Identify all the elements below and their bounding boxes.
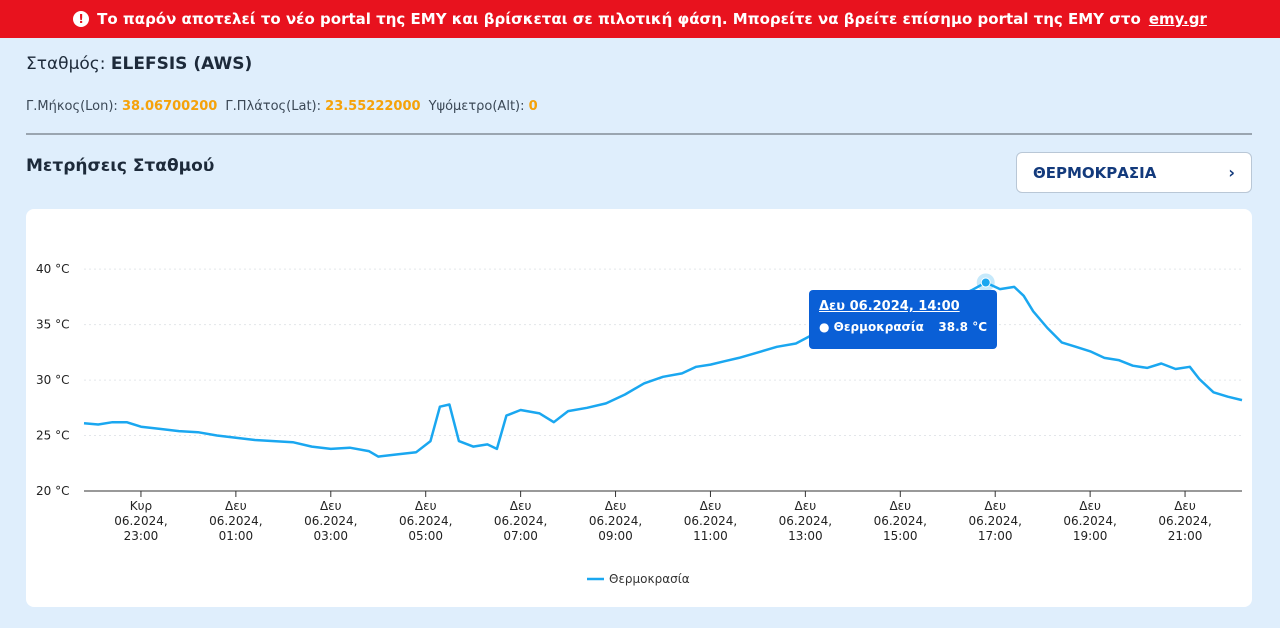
x-tick-label: 17:00 [978,529,1013,543]
lon-group: Γ.Μήκος(Lon): 38.06700200 [26,99,217,114]
x-tick-label: 06.2024, [1063,514,1116,528]
x-tick-label: Κυρ [130,499,152,513]
x-tick-label: Δευ [1079,499,1101,513]
metric-select-button[interactable]: ΘΕΡΜΟΚΡΑΣΙΑ › [1016,152,1252,193]
y-tick-label: 35 °C [36,318,69,332]
x-tick-label: 11:00 [693,529,728,543]
x-tick-label: 06.2024, [874,514,927,528]
x-tick-label: 06.2024, [968,514,1021,528]
lat-group: Γ.Πλάτος(Lat): 23.55222000 [225,99,420,114]
y-tick-label: 30 °C [36,373,69,387]
x-tick-label: Δευ [605,499,627,513]
lat-label: Γ.Πλάτος(Lat): [225,99,322,114]
divider [26,133,1252,135]
x-tick-label: 06.2024, [304,514,357,528]
y-tick-label: 20 °C [36,484,69,498]
lon-label: Γ.Μήκος(Lon): [26,99,118,114]
x-tick-label: 07:00 [503,529,538,543]
tooltip-row: ● Θερμοκρασία 38.8 °C [819,320,987,334]
station-line: Σταθμός: ELEFSIS (AWS) [26,54,252,74]
x-tick-label: 06.2024, [779,514,832,528]
legend-label: Θερμοκρασία [609,572,690,586]
x-tick-label: Δευ [795,499,817,513]
x-tick-label: 13:00 [788,529,823,543]
pilot-banner: ! Το παρόν αποτελεί το νέο portal της ΕΜ… [0,0,1280,38]
x-tick-label: 06.2024, [684,514,737,528]
banner-text: Το παρόν αποτελεί το νέο portal της ΕΜΥ … [97,10,1141,28]
station-coords: Γ.Μήκος(Lon): 38.06700200 Γ.Πλάτος(Lat):… [26,99,538,114]
x-tick-label: Δευ [225,499,247,513]
x-tick-label: Δευ [510,499,532,513]
alt-group: Υψόμετρο(Alt): 0 [429,99,538,114]
y-tick-label: 25 °C [36,429,69,443]
y-tick-label: 40 °C [36,262,69,276]
highlight-point [980,277,991,288]
alt-value: 0 [528,99,538,114]
x-tick-label: 06.2024, [1158,514,1211,528]
x-tick-label: 06.2024, [114,514,167,528]
x-tick-label: 06.2024, [494,514,547,528]
x-tick-label: 05:00 [408,529,443,543]
section-title: Μετρήσεις Σταθμού [26,156,215,176]
station-label: Σταθμός: [26,54,106,74]
x-tick-label: Δευ [320,499,342,513]
banner-link[interactable]: emy.gr [1148,10,1207,28]
x-tick-label: 06.2024, [399,514,452,528]
x-tick-label: Δευ [984,499,1006,513]
x-tick-label: Δευ [415,499,437,513]
x-tick-label: Δευ [700,499,722,513]
chart-tooltip: Δευ 06.2024, 14:00 ● Θερμοκρασία 38.8 °C [809,290,997,349]
tooltip-series: ● Θερμοκρασία [819,320,924,334]
x-tick-label: 01:00 [219,529,254,543]
x-tick-label: 21:00 [1168,529,1203,543]
alt-label: Υψόμετρο(Alt): [428,99,525,114]
tooltip-date: Δευ 06.2024, 14:00 [819,299,960,314]
x-tick-label: 06.2024, [209,514,262,528]
chart-card: 20 °C 25 °C 30 °C 35 °C 40 °C Κυρ 06.2024, 23:0… [26,209,1252,607]
tooltip-series-name: Θερμοκρασία [833,320,924,334]
chevron-right-icon: › [1228,163,1235,182]
x-tick-label: 15:00 [883,529,918,543]
x-tick-label: Δευ [1174,499,1196,513]
x-tick-label: 23:00 [124,529,159,543]
tooltip-value: 38.8 °C [938,320,987,334]
alert-icon: ! [73,11,90,27]
x-tick-label: 19:00 [1073,529,1108,543]
x-tick-label: 03:00 [313,529,348,543]
x-tick-label: 09:00 [598,529,633,543]
lat-value: 23.55222000 [325,99,421,114]
series-line [83,281,1243,458]
metric-button-label: ΘΕΡΜΟΚΡΑΣΙΑ [1033,163,1157,182]
x-tick-label: 06.2024, [589,514,642,528]
x-tick-label: Δευ [889,499,911,513]
station-name: ELEFSIS (AWS) [110,54,253,74]
temperature-chart: 20 °C25 °C30 °C35 °C40 °CΚυρ06.2024,23:0… [36,262,1243,586]
lon-value: 38.06700200 [121,99,218,114]
